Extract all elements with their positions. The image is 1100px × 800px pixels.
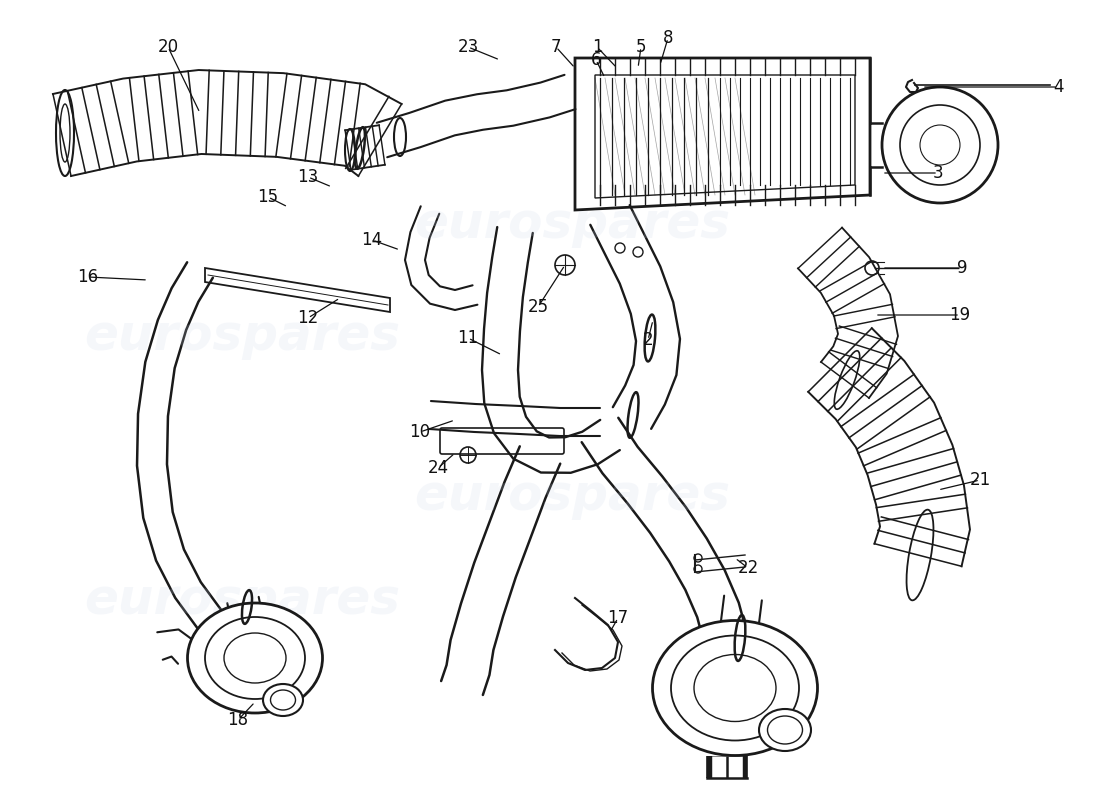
Polygon shape (405, 206, 477, 310)
Ellipse shape (652, 621, 817, 755)
Text: 12: 12 (297, 309, 319, 327)
Text: 8: 8 (662, 29, 673, 47)
Text: 24: 24 (428, 459, 449, 477)
Polygon shape (798, 228, 898, 398)
Text: 15: 15 (257, 188, 278, 206)
Text: 14: 14 (362, 231, 383, 249)
Text: eurospares: eurospares (84, 576, 400, 624)
Polygon shape (441, 446, 560, 695)
Text: 16: 16 (77, 268, 99, 286)
Text: 3: 3 (933, 164, 944, 182)
Text: 11: 11 (458, 329, 478, 347)
Polygon shape (591, 205, 680, 429)
Text: 19: 19 (949, 306, 970, 324)
Text: 2: 2 (642, 331, 653, 349)
Polygon shape (377, 75, 575, 158)
Text: 22: 22 (737, 559, 759, 577)
Text: 9: 9 (957, 259, 967, 277)
Text: eurospares: eurospares (414, 200, 730, 248)
Text: eurospares: eurospares (414, 472, 730, 520)
Text: 23: 23 (458, 38, 478, 56)
Polygon shape (482, 227, 619, 473)
Text: 21: 21 (969, 471, 991, 489)
Polygon shape (345, 126, 385, 170)
Ellipse shape (759, 709, 811, 751)
Text: 7: 7 (551, 38, 561, 56)
Polygon shape (157, 630, 196, 664)
Text: 18: 18 (228, 711, 249, 729)
Text: 25: 25 (527, 298, 549, 316)
Text: 13: 13 (297, 168, 319, 186)
Text: 4: 4 (1053, 78, 1064, 96)
Text: 1: 1 (592, 38, 603, 56)
Polygon shape (53, 70, 402, 176)
Text: 5: 5 (636, 38, 647, 56)
Polygon shape (582, 418, 751, 664)
Polygon shape (808, 328, 970, 566)
Polygon shape (718, 596, 762, 647)
Polygon shape (138, 262, 272, 674)
Polygon shape (228, 597, 266, 644)
Text: 20: 20 (157, 38, 178, 56)
Text: 6: 6 (591, 51, 602, 69)
Ellipse shape (263, 684, 302, 716)
Polygon shape (429, 401, 600, 436)
Text: 10: 10 (409, 423, 430, 441)
Ellipse shape (187, 603, 322, 713)
Text: 17: 17 (607, 609, 628, 627)
Text: eurospares: eurospares (84, 312, 400, 360)
